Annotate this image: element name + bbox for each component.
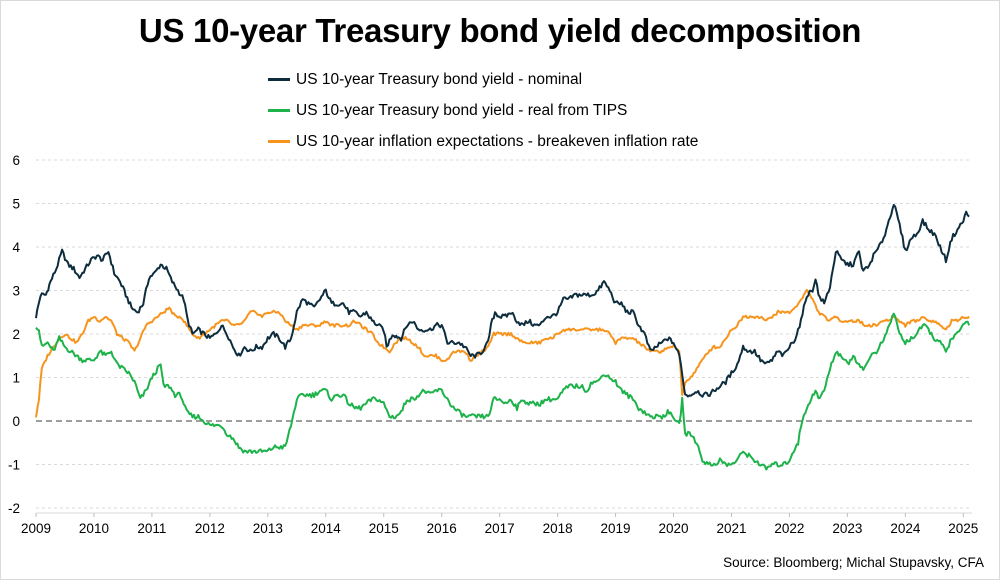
x-tick-label: 2023 bbox=[832, 521, 862, 536]
x-tick-label: 2021 bbox=[716, 521, 746, 536]
legend-swatch-nominal bbox=[268, 78, 290, 81]
x-tick-label: 2017 bbox=[485, 521, 515, 536]
chart-legend: US 10-year Treasury bond yield - nominal… bbox=[268, 64, 698, 157]
legend-label-nominal: US 10-year Treasury bond yield - nominal bbox=[296, 70, 583, 88]
y-tick-label: 1 bbox=[12, 371, 20, 386]
series-line-breakeven bbox=[35, 288, 970, 418]
x-tick-label: 2022 bbox=[774, 521, 804, 536]
tick-layer: -2 -1 0 1 2 3 4 5 6 2009 2010 2011 2012 2013 2014 2015 2… bbox=[8, 153, 978, 536]
legend-swatch-real bbox=[268, 109, 290, 112]
x-tick-label: 2009 bbox=[21, 521, 51, 536]
legend-label-real: US 10-year Treasury bond yield - real fr… bbox=[296, 101, 628, 119]
x-tick-label: 2016 bbox=[427, 521, 457, 536]
x-tick-label: 2024 bbox=[890, 521, 921, 536]
y-tick-label: -1 bbox=[8, 458, 20, 473]
x-tick-label: 2012 bbox=[195, 521, 225, 536]
grid-layer bbox=[36, 159, 972, 514]
x-tick-label: 2010 bbox=[79, 521, 109, 536]
y-tick-label: 0 bbox=[12, 414, 20, 429]
legend-item-real: US 10-year Treasury bond yield - real fr… bbox=[268, 95, 698, 126]
chart-title: US 10-year Treasury bond yield decomposi… bbox=[138, 12, 862, 49]
series-line-real bbox=[35, 312, 971, 471]
legend-label-breakeven: US 10-year inflation expectations - brea… bbox=[296, 132, 699, 150]
x-tick-label: 2025 bbox=[948, 521, 978, 536]
x-tick-label: 2020 bbox=[658, 521, 688, 536]
legend-item-breakeven: US 10-year inflation expectations - brea… bbox=[268, 126, 698, 157]
x-tick-label: 2019 bbox=[601, 521, 631, 536]
legend-item-nominal: US 10-year Treasury bond yield - nominal bbox=[268, 64, 698, 95]
x-tick-label: 2011 bbox=[137, 521, 166, 536]
series-line-nominal bbox=[35, 204, 970, 398]
y-tick-label: 2 bbox=[12, 327, 20, 342]
legend-swatch-breakeven bbox=[268, 140, 290, 143]
y-tick-label: 4 bbox=[12, 240, 20, 255]
x-tick-label: 2015 bbox=[369, 521, 399, 536]
y-tick-label: -2 bbox=[8, 501, 20, 516]
y-tick-label: 6 bbox=[12, 153, 20, 168]
x-tick-label: 2018 bbox=[543, 521, 573, 536]
series-layer bbox=[35, 204, 971, 471]
source-note: Source: Bloomberg; Michal Stupavsky, CFA bbox=[723, 555, 984, 570]
y-tick-label: 3 bbox=[12, 284, 20, 299]
x-tick-label: 2013 bbox=[253, 521, 283, 536]
y-tick-label: 5 bbox=[12, 197, 20, 212]
x-tick-label: 2014 bbox=[311, 521, 342, 536]
